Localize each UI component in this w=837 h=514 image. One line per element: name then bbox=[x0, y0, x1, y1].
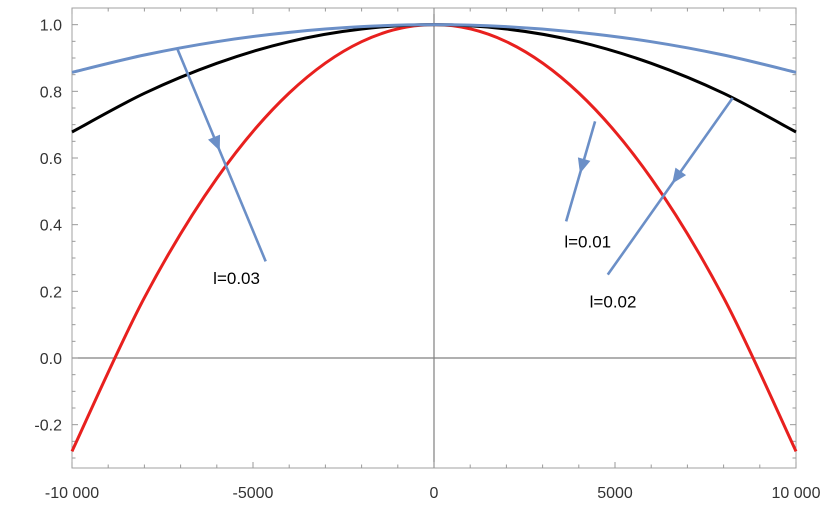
x-tick-label: 5000 bbox=[597, 485, 633, 502]
y-tick-label: -0.2 bbox=[34, 418, 62, 435]
annotation-arrow-line bbox=[175, 47, 267, 262]
y-tick-label: 0.6 bbox=[40, 151, 62, 168]
annotation-arrowhead bbox=[208, 134, 221, 151]
x-tick-label: 10 000 bbox=[772, 485, 821, 502]
x-tick-label: -5000 bbox=[233, 485, 274, 502]
series-line-0 bbox=[71, 23, 797, 74]
annotations-layer: l=0.03 l=0.01 l=0.02 bbox=[175, 47, 734, 311]
annotation-label: l=0.01 bbox=[564, 232, 611, 251]
x-tick-label: -10 000 bbox=[45, 485, 99, 502]
x-tick-label: 0 bbox=[430, 485, 439, 502]
axes-layer bbox=[71, 7, 797, 469]
annotation-label: l=0.03 bbox=[213, 269, 260, 288]
annotation-arrow-line bbox=[606, 97, 734, 276]
tick-labels-layer: -10 000 -5000 0 5000 10 000 -0.2 0.0 0.2 0.4 0.6 0… bbox=[34, 18, 820, 502]
annotation-label: l=0.02 bbox=[590, 292, 637, 311]
y-tick-label: 1.0 bbox=[40, 18, 62, 35]
y-tick-label: 0.8 bbox=[40, 84, 62, 101]
y-tick-label: 0.2 bbox=[40, 284, 62, 301]
y-tick-label: 0.4 bbox=[40, 218, 62, 235]
y-tick-label: 0.0 bbox=[40, 351, 62, 368]
series-layer bbox=[70, 23, 798, 452]
annotation-arrowhead bbox=[672, 167, 687, 184]
annotation-arrowhead bbox=[577, 157, 591, 174]
